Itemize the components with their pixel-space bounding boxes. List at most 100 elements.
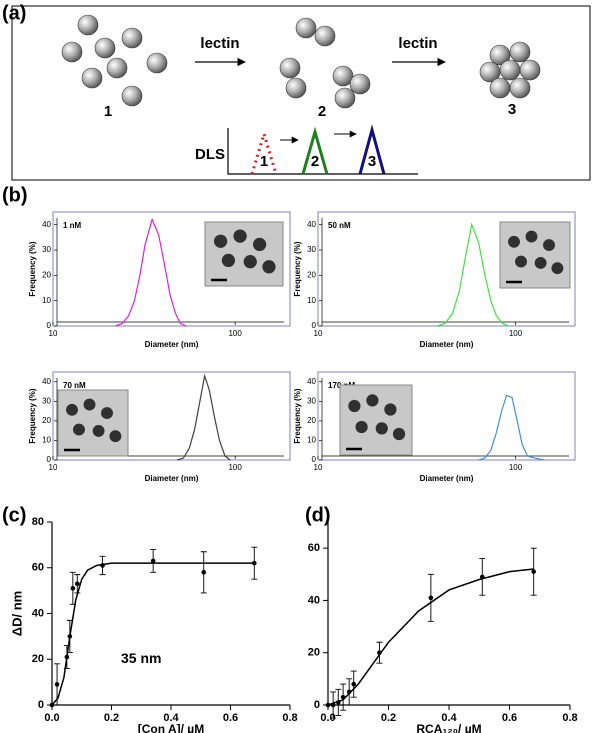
x-tick-label: 100 [228, 329, 242, 338]
x-tick-label: 10 [314, 329, 323, 338]
tem-particle [348, 399, 361, 413]
dls-peak [250, 128, 278, 175]
tem-particle [392, 427, 406, 441]
tem-particle [355, 420, 368, 434]
x-axis-label: Diameter (nm) [420, 340, 474, 349]
panel-label: (b) [2, 184, 28, 206]
data-point [377, 650, 382, 656]
data-point [49, 702, 55, 708]
size-distribution [436, 222, 509, 327]
y-tick-label: 10 [307, 436, 316, 445]
x-tick-label: 0.8 [282, 712, 297, 724]
y-tick-label: 40 [42, 220, 51, 229]
tem-particle [534, 256, 547, 269]
data-point [335, 700, 341, 705]
y-tick-label: 20 [32, 653, 44, 665]
y-tick-label: 10 [42, 436, 51, 445]
state-label: 2 [318, 103, 326, 120]
x-tick-label: 0.2 [104, 712, 119, 724]
size-distribution [115, 217, 187, 327]
y-tick-label: 40 [307, 377, 316, 386]
tem-particle [109, 430, 122, 443]
tem-particle [243, 255, 257, 269]
tem-particle [101, 407, 113, 420]
tem-inset [499, 221, 571, 289]
y-axis-label: Frequency (%) [28, 388, 37, 443]
tem-particle [366, 394, 379, 407]
x-axis-label: Diameter (nm) [145, 474, 199, 483]
state-label: 1 [104, 103, 112, 120]
panel-label: (c) [2, 504, 26, 526]
y-axis-label: ΔD/ nm [9, 591, 24, 636]
y-axis-label: Frequency (%) [28, 241, 37, 296]
data-point [74, 581, 80, 587]
data-point [54, 682, 60, 687]
annotation: 35 nm [121, 650, 161, 666]
x-tick-label: 100 [509, 329, 523, 338]
y-tick-label: 10 [42, 296, 51, 305]
panel-frame [11, 5, 591, 181]
y-tick-label: 60 [308, 542, 320, 554]
data-point [479, 574, 485, 580]
dls-peak [358, 124, 386, 175]
data-point [330, 702, 336, 708]
y-tick-label: 20 [42, 416, 51, 425]
y-axis-label: Frequency (%) [293, 388, 302, 443]
peak-label: 3 [368, 153, 376, 170]
tem-particle [66, 403, 78, 416]
data-point [252, 560, 257, 566]
dls-axes [227, 128, 418, 175]
tem-particle [262, 260, 276, 274]
arrow-label: lectin [398, 35, 437, 52]
data-point [351, 681, 357, 687]
y-tick-label: 0 [47, 455, 52, 464]
x-tick-label: 0.6 [502, 712, 517, 724]
tem-particle [233, 229, 247, 243]
y-tick-label: 80 [32, 516, 44, 528]
tem-particle [221, 253, 236, 268]
data-point [531, 569, 536, 574]
tem-particle [92, 424, 105, 437]
tem-particle [213, 234, 228, 248]
y-tick-label: 60 [32, 562, 44, 574]
y-tick-label: 0 [312, 321, 317, 330]
tem-particle [384, 403, 397, 416]
tem-particle [508, 235, 520, 248]
data-point [67, 634, 73, 639]
y-tick-label: 0 [47, 321, 52, 330]
tem-particle [543, 239, 555, 252]
plot-frame [52, 211, 291, 327]
y-tick-label: 40 [308, 594, 320, 606]
size-distribution [176, 373, 231, 461]
arrow-label: lectin [200, 35, 239, 52]
dls-peak [301, 126, 329, 175]
data-point [70, 586, 76, 591]
x-tick-label: 10 [49, 329, 58, 338]
state-label: 3 [508, 101, 516, 118]
panel-a: (a) lectin lectin 1 2 3 DLS 1 2 3 [2, 2, 591, 181]
y-tick-label: 20 [307, 416, 316, 425]
y-tick-label: 30 [307, 245, 316, 254]
x-tick-label: 0.4 [441, 712, 457, 724]
x-tick-label: 10 [49, 463, 58, 472]
tem-inset [57, 389, 129, 457]
plot-frame [317, 211, 576, 327]
tem-particle [375, 422, 388, 435]
y-tick-label: 0 [312, 455, 317, 464]
data-point [346, 689, 352, 695]
x-tick-label: 0.2 [381, 712, 396, 724]
y-tick-label: 20 [307, 270, 316, 279]
y-tick-label: 10 [307, 296, 316, 305]
size-distribution [478, 394, 545, 461]
data-point [428, 595, 434, 601]
x-axis-label: Diameter (nm) [420, 474, 474, 483]
plot-frame [317, 371, 576, 461]
peak-label: 1 [260, 153, 268, 170]
tem-particle [525, 230, 538, 243]
x-tick-label: 0.4 [163, 712, 179, 724]
tem-particle [515, 255, 527, 268]
x-tick-label: 10 [314, 463, 323, 472]
y-tick-label: 40 [307, 220, 316, 229]
x-tick-label: 0.6 [223, 712, 238, 724]
